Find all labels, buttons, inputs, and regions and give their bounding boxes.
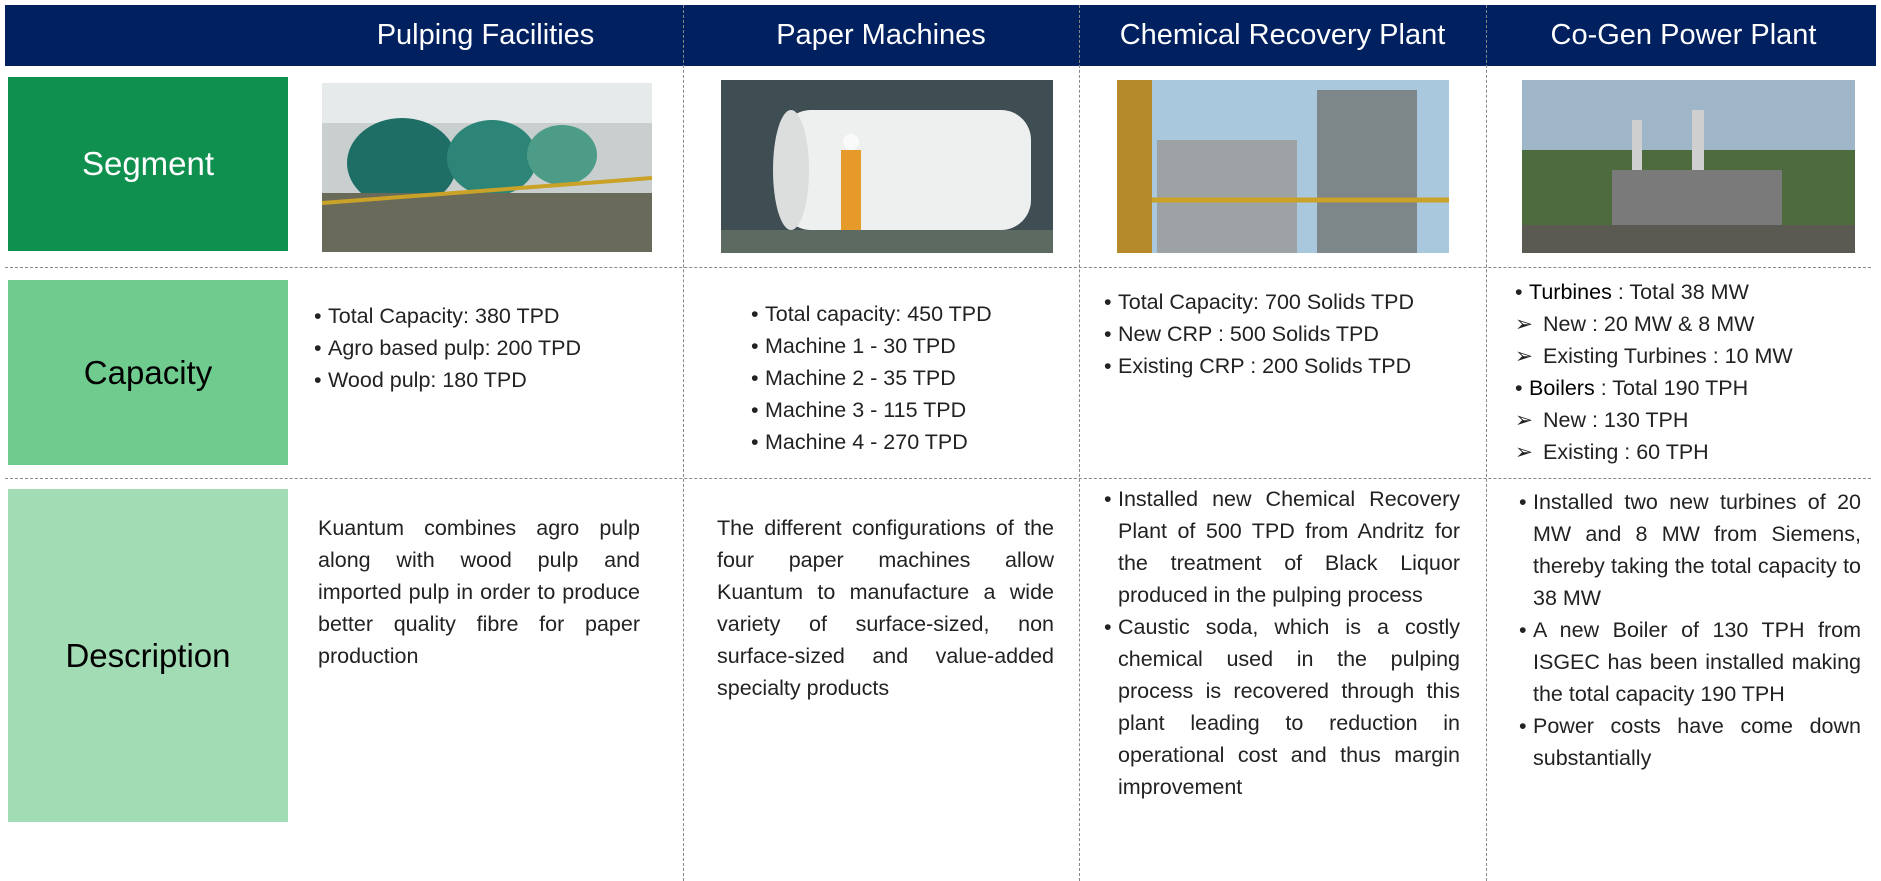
list-item: Machine 2 - 35 TPD bbox=[751, 362, 1071, 394]
description-cell: The different configurations of the four… bbox=[717, 512, 1054, 704]
item-text: Machine 3 - 115 TPD bbox=[765, 398, 966, 422]
divider bbox=[5, 267, 1871, 268]
divider bbox=[5, 478, 1871, 479]
divider bbox=[1486, 5, 1487, 881]
list-item: Installed two new turbines of 20 MW and … bbox=[1519, 486, 1861, 614]
list-item: Total Capacity: 380 TPD bbox=[314, 300, 674, 332]
list-item: New CRP : 500 Solids TPD bbox=[1104, 318, 1434, 350]
photo bbox=[721, 80, 1053, 253]
item-text: Existing : 60 TPH bbox=[1543, 440, 1709, 464]
list-item: Installed new Chemical Recovery Plant of… bbox=[1104, 483, 1460, 611]
list-item: Existing Turbines : 10 MW bbox=[1515, 340, 1875, 372]
capacity-list: Total Capacity: 380 TPD Agro based pulp: … bbox=[314, 300, 674, 396]
item-text: New : 130 TPH bbox=[1543, 408, 1688, 432]
item-text: Machine 4 - 270 TPD bbox=[765, 430, 968, 454]
list-item: Power costs have come down substantially bbox=[1519, 710, 1861, 774]
bullet-list: Installed new Chemical Recovery Plant of… bbox=[1104, 483, 1460, 803]
list-item: Machine 3 - 115 TPD bbox=[751, 394, 1071, 426]
list-item: Total capacity: 450 TPD bbox=[751, 298, 1071, 330]
item-text: Total capacity: 450 TPD bbox=[765, 302, 992, 326]
paragraph: The different configurations of the four… bbox=[717, 512, 1054, 704]
capacity-cell: Turbines : Total 38 MW New : 20 MW & 8 MW… bbox=[1515, 276, 1875, 468]
item-text: Existing CRP : 200 Solids TPD bbox=[1118, 354, 1411, 378]
capacity-cell: Total Capacity: 380 TPD Agro based pulp: … bbox=[314, 300, 674, 396]
row-label: Description bbox=[8, 489, 288, 822]
description-cell: Installed new Chemical Recovery Plant of… bbox=[1104, 483, 1460, 803]
item-text: Existing Turbines : 10 MW bbox=[1543, 344, 1793, 368]
item-text: Machine 2 - 35 TPD bbox=[765, 366, 956, 390]
capacity-list: Total capacity: 450 TPD Machine 1 - 30 TP… bbox=[751, 298, 1071, 458]
divider bbox=[683, 5, 684, 881]
description-cell: Installed two new turbines of 20 MW and … bbox=[1519, 486, 1861, 774]
paragraph: Kuantum combines agro pulp along with wo… bbox=[318, 512, 640, 672]
item-text: Machine 1 - 30 TPD bbox=[765, 334, 956, 358]
list-item: Wood pulp: 180 TPD bbox=[314, 364, 674, 396]
item-label: Boilers bbox=[1529, 376, 1595, 400]
list-item: Agro based pulp: 200 TPD bbox=[314, 332, 674, 364]
item-label: Turbines bbox=[1529, 280, 1612, 304]
bullet-list: Installed two new turbines of 20 MW and … bbox=[1519, 486, 1861, 774]
slide: Pulping Facilities Paper Machines Chemic… bbox=[0, 0, 1881, 881]
description-cell: Kuantum combines agro pulp along with wo… bbox=[318, 512, 640, 672]
capacity-cell: Total Capacity: 700 Solids TPD New CRP : … bbox=[1104, 286, 1434, 382]
list-item: Machine 1 - 30 TPD bbox=[751, 330, 1071, 362]
column-title: Pulping Facilities bbox=[288, 5, 683, 66]
row-label: Segment bbox=[8, 77, 288, 251]
list-item: A new Boiler of 130 TPH from ISGEC has b… bbox=[1519, 614, 1861, 710]
item-text: New : 20 MW & 8 MW bbox=[1543, 312, 1754, 336]
list-item: Turbines : Total 38 MW bbox=[1515, 276, 1875, 308]
item-text: Total Capacity: 380 TPD bbox=[328, 304, 559, 328]
capacity-cell: Total capacity: 450 TPD Machine 1 - 30 TP… bbox=[751, 298, 1071, 458]
list-item: Machine 4 - 270 TPD bbox=[751, 426, 1071, 458]
list-item: Caustic soda, which is a costly chemical… bbox=[1104, 611, 1460, 803]
photo bbox=[322, 83, 652, 252]
list-item: New : 20 MW & 8 MW bbox=[1515, 308, 1875, 340]
photo bbox=[1117, 80, 1449, 253]
item-text: Wood pulp: 180 TPD bbox=[328, 368, 527, 392]
column-title: Co-Gen Power Plant bbox=[1486, 5, 1881, 66]
item-text: : Total 38 MW bbox=[1612, 280, 1749, 304]
list-item: Boilers : Total 190 TPH bbox=[1515, 372, 1875, 404]
list-item: New : 130 TPH bbox=[1515, 404, 1875, 436]
item-text: New CRP : 500 Solids TPD bbox=[1118, 322, 1379, 346]
capacity-list: Total Capacity: 700 Solids TPD New CRP : … bbox=[1104, 286, 1434, 382]
photo bbox=[1522, 80, 1855, 253]
item-text: Agro based pulp: 200 TPD bbox=[328, 336, 581, 360]
divider bbox=[1079, 5, 1080, 881]
item-text: Total Capacity: 700 Solids TPD bbox=[1118, 290, 1414, 314]
list-item: Existing CRP : 200 Solids TPD bbox=[1104, 350, 1434, 382]
capacity-list: Turbines : Total 38 MW New : 20 MW & 8 MW… bbox=[1515, 276, 1875, 468]
column-title: Chemical Recovery Plant bbox=[1079, 5, 1486, 66]
list-item: Existing : 60 TPH bbox=[1515, 436, 1875, 468]
list-item: Total Capacity: 700 Solids TPD bbox=[1104, 286, 1434, 318]
item-text: : Total 190 TPH bbox=[1595, 376, 1748, 400]
row-label: Capacity bbox=[8, 280, 288, 465]
column-title: Paper Machines bbox=[683, 5, 1079, 66]
